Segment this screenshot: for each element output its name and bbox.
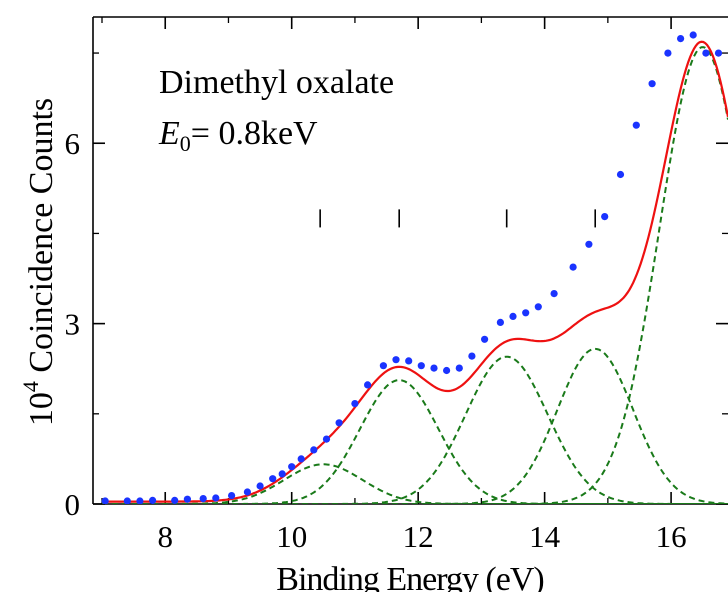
data-point	[496, 318, 504, 326]
data-point	[648, 80, 656, 88]
data-point	[481, 335, 489, 343]
data-point	[430, 364, 438, 372]
data-point	[616, 170, 625, 179]
data-point	[288, 463, 296, 471]
data-point	[212, 494, 220, 502]
component-curve	[102, 463, 728, 504]
data-point	[509, 312, 517, 320]
annotation-energy-sub: 0	[180, 131, 191, 156]
data-point	[585, 240, 593, 248]
data-point	[392, 356, 400, 364]
data-point	[417, 362, 425, 370]
data-point	[278, 470, 286, 478]
data-point	[243, 488, 251, 496]
data-point	[664, 49, 672, 57]
data-point	[183, 495, 191, 503]
ticks-layer: 8 10 12 14 16 0 3 6	[65, 17, 728, 554]
data-point	[101, 497, 109, 504]
component-curve	[102, 355, 728, 504]
data-point	[322, 435, 331, 443]
data-point	[351, 400, 359, 408]
data-point	[199, 495, 207, 503]
data-point	[632, 121, 640, 129]
data-point	[714, 49, 723, 57]
y-tick-label: 0	[65, 487, 81, 522]
points-layer	[101, 31, 723, 504]
y-axis-title-exp: 4	[18, 381, 43, 392]
data-point	[702, 49, 710, 57]
component-curve	[102, 379, 728, 504]
data-point	[522, 309, 530, 317]
x-tick-label: 14	[529, 519, 561, 554]
data-point	[310, 446, 318, 454]
data-point	[443, 366, 451, 375]
x-tick-label: 10	[276, 519, 307, 554]
data-point	[228, 492, 236, 500]
data-point	[149, 496, 157, 504]
data-point	[689, 31, 697, 39]
annotation-compound: Dimethyl oxalate	[159, 64, 394, 101]
data-point	[171, 496, 179, 504]
data-point	[405, 357, 413, 365]
data-point	[379, 362, 387, 370]
data-point	[550, 290, 558, 298]
data-point	[297, 455, 305, 463]
data-point	[364, 381, 372, 389]
y-tick-label: 3	[65, 307, 81, 342]
data-point	[601, 213, 609, 221]
y-axis-title-base: 10	[23, 392, 60, 426]
x-tick-label: 12	[403, 519, 434, 554]
fit-layer	[102, 40, 728, 503]
data-point	[123, 497, 131, 504]
x-axis-title: Binding Energy (eV)	[276, 561, 543, 592]
data-point	[677, 35, 685, 43]
component-markers	[319, 209, 597, 228]
annotation-energy-value: = 0.8keV	[191, 115, 318, 152]
data-point	[256, 482, 264, 490]
data-point	[569, 263, 577, 271]
y-tick-label: 6	[65, 126, 81, 161]
components-layer	[102, 46, 728, 504]
data-point	[335, 419, 343, 427]
data-point	[455, 364, 463, 372]
fit-curve	[102, 40, 728, 503]
y-axis-title: 104 Coincidence Counts	[18, 98, 60, 426]
data-point	[269, 475, 277, 483]
data-point	[534, 303, 542, 311]
data-point	[136, 497, 144, 504]
annotation-energy: E0= 0.8keV	[158, 115, 318, 156]
x-tick-label: 16	[656, 519, 687, 554]
y-axis-title-rest: Coincidence Counts	[23, 98, 60, 381]
data-point	[468, 352, 476, 360]
x-tick-label: 8	[157, 519, 173, 554]
annotation-energy-var: E	[158, 115, 180, 152]
